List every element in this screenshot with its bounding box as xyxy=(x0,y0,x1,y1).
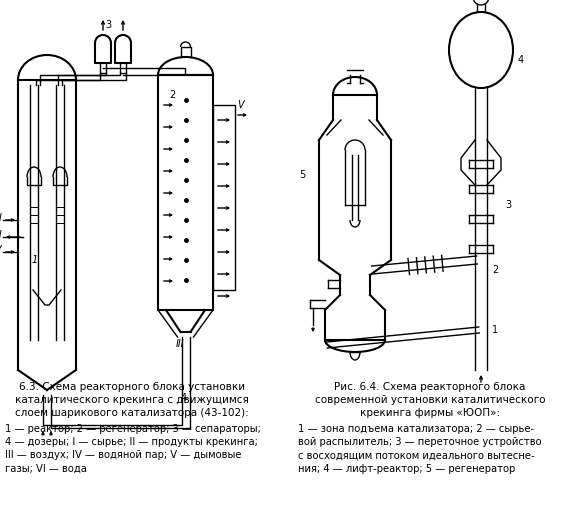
Ellipse shape xyxy=(449,12,513,88)
Text: 5: 5 xyxy=(299,170,305,180)
Text: Рис. 6.4. Схема реакторного блока: Рис. 6.4. Схема реакторного блока xyxy=(334,382,526,392)
Text: 1: 1 xyxy=(32,255,38,265)
Bar xyxy=(213,105,235,290)
Text: 3: 3 xyxy=(505,200,511,210)
Text: 4: 4 xyxy=(180,393,187,403)
Text: 2: 2 xyxy=(169,90,175,100)
Text: 3: 3 xyxy=(105,20,111,30)
Text: III: III xyxy=(175,339,184,349)
Text: крекинга фирмы «ЮОП»:: крекинга фирмы «ЮОП»: xyxy=(360,408,500,418)
Text: 6.3. Схема реакторного блока установки: 6.3. Схема реакторного блока установки xyxy=(19,382,245,392)
Text: 4: 4 xyxy=(518,55,524,65)
Text: V: V xyxy=(237,100,244,110)
Text: слоем шарикового катализатора (43-102):: слоем шарикового катализатора (43-102): xyxy=(15,408,249,418)
Ellipse shape xyxy=(473,0,489,5)
Text: современной установки каталитического: современной установки каталитического xyxy=(315,395,545,405)
Text: 1 — реактор; 2 — регенератор; 3 — сепараторы;
4 — дозеры; I — сырье; II — продук: 1 — реактор; 2 — регенератор; 3 — сепара… xyxy=(5,424,261,474)
Text: 2: 2 xyxy=(492,265,498,275)
Text: 1: 1 xyxy=(492,325,498,335)
Text: каталитического крекинга с движущимся: каталитического крекинга с движущимся xyxy=(15,395,249,405)
Text: I: I xyxy=(0,213,2,223)
Text: 1 — зона подъема катализатора; 2 — сырье-
вой распылитель; 3 — переточное устрой: 1 — зона подъема катализатора; 2 — сырье… xyxy=(298,424,542,474)
Text: II: II xyxy=(0,230,2,240)
Text: IV: IV xyxy=(0,245,2,255)
Bar xyxy=(158,75,213,310)
